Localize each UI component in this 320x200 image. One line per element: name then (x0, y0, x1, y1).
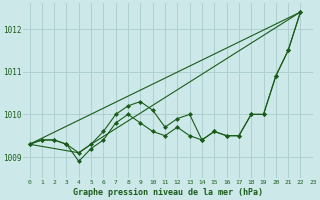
X-axis label: Graphe pression niveau de la mer (hPa): Graphe pression niveau de la mer (hPa) (73, 188, 263, 197)
